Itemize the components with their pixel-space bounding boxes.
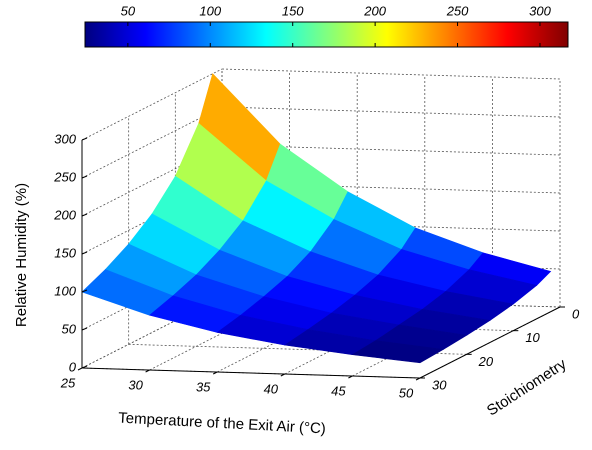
- tick-mark: [81, 213, 88, 217]
- grid-line: [221, 68, 561, 80]
- tick-mark: [212, 371, 218, 375]
- tick-mark: [81, 365, 88, 369]
- tick-mark: [145, 369, 150, 373]
- y-tick-label: 30: [432, 377, 447, 392]
- y-tick-label: 0: [572, 306, 580, 321]
- z-tick-label: 300: [54, 131, 76, 146]
- x-axis-label: Temperature of the Exit Air (°C): [118, 410, 326, 438]
- y-tick-label: 10: [525, 330, 540, 345]
- y-tick-label: 20: [478, 354, 494, 369]
- tick-mark: [415, 377, 421, 381]
- x-tick-label: 45: [331, 383, 346, 398]
- x-tick-label: 30: [128, 377, 143, 392]
- tick-mark: [280, 373, 286, 377]
- x-tick-label: 50: [399, 385, 414, 400]
- colorbar-tick-label: 200: [363, 3, 386, 18]
- colorbar-tick-label: 50: [121, 3, 136, 18]
- colorbar-tick-label: 150: [282, 3, 304, 18]
- y-axis-label: Stoichiometry: [484, 355, 570, 419]
- z-tick-label: 200: [53, 207, 76, 222]
- x-tick-label: 35: [196, 379, 211, 394]
- tick-mark: [81, 137, 88, 141]
- z-tick-label: 150: [54, 245, 76, 260]
- z-tick-label: 250: [53, 169, 76, 184]
- tick-mark: [81, 327, 88, 331]
- grid-line: [221, 106, 561, 118]
- surface: [81, 73, 552, 364]
- tick-mark: [77, 367, 83, 371]
- colorbar-tick-label: 250: [446, 3, 469, 18]
- z-axis-label: Relative Humidity (%): [13, 183, 30, 327]
- colorbar-tick-label: 300: [529, 3, 551, 18]
- x-tick-label: 40: [264, 381, 279, 396]
- x-axis: [81, 367, 421, 379]
- x-tick-label: 25: [60, 375, 76, 390]
- z-tick-label: 100: [54, 283, 76, 298]
- y-axis: [419, 306, 561, 379]
- tick-mark: [81, 289, 88, 293]
- z-tick-label: 0: [69, 359, 77, 374]
- tick-mark: [348, 375, 353, 379]
- z-tick-label: 50: [62, 321, 77, 336]
- colorbar: [84, 21, 569, 48]
- axes: 0 50 100 150 200 250 300 25 30 35 40 45 50 0 10 20 30: [53, 131, 580, 400]
- surface-face: [351, 340, 445, 364]
- colorbar-tick-label: 100: [199, 3, 221, 18]
- tick-mark: [81, 175, 88, 179]
- tick-mark: [81, 251, 88, 255]
